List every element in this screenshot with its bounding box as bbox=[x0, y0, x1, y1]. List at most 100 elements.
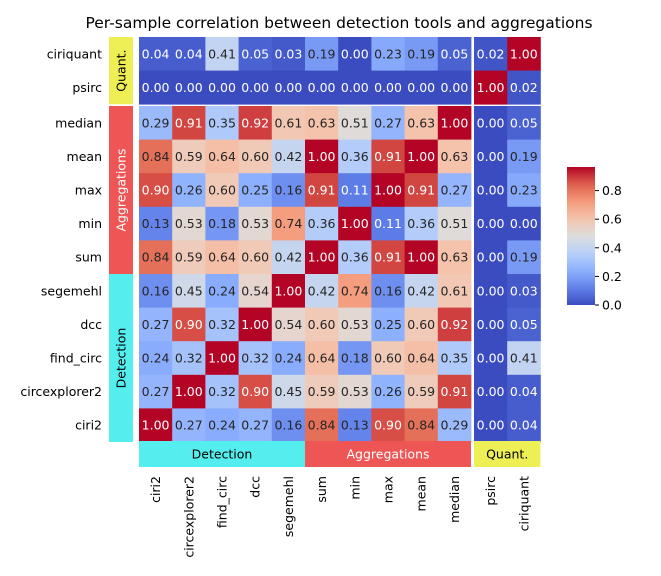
heatmap-cell bbox=[404, 341, 439, 376]
cell-value-label: 1.00 bbox=[208, 351, 236, 366]
cell-value-label: 0.84 bbox=[142, 149, 170, 164]
cell-value-label: 0.26 bbox=[175, 183, 203, 198]
cell-value-label: 0.63 bbox=[308, 115, 336, 130]
cell-value-label: 0.51 bbox=[341, 115, 369, 130]
cell-value-label: 0.00 bbox=[308, 80, 336, 95]
colorbar-gradient bbox=[567, 167, 595, 305]
cell-value-label: 0.35 bbox=[440, 351, 468, 366]
column-group-label: Detection bbox=[192, 447, 253, 462]
cell-value-label: 1.00 bbox=[274, 283, 302, 298]
heatmap-cell bbox=[172, 240, 206, 275]
heatmap-cell bbox=[271, 274, 306, 308]
heatmap-cell bbox=[507, 374, 541, 409]
heatmap-cell bbox=[139, 240, 173, 275]
heatmap-cell bbox=[205, 240, 239, 275]
heatmap-cell bbox=[139, 206, 173, 241]
heatmap-cell bbox=[139, 37, 173, 71]
cell-value-label: 0.84 bbox=[142, 250, 170, 265]
heatmap-cell bbox=[238, 240, 273, 275]
heatmap-cell bbox=[474, 274, 508, 308]
cell-value-label: 0.90 bbox=[241, 384, 269, 399]
heatmap-cell bbox=[507, 106, 541, 140]
cell-value-label: 0.61 bbox=[440, 283, 468, 298]
heatmap-cell bbox=[305, 274, 339, 308]
heatmap-cell bbox=[205, 37, 239, 71]
heatmap-cell bbox=[474, 173, 508, 208]
heatmap-cell bbox=[437, 374, 472, 409]
cell-value-label: 0.00 bbox=[477, 183, 505, 198]
column-label: ciriquant bbox=[516, 476, 531, 531]
heatmap-cell bbox=[271, 408, 306, 443]
cell-value-label: 1.00 bbox=[142, 418, 170, 433]
heatmap-cell bbox=[507, 240, 541, 275]
heatmap-cell bbox=[205, 274, 239, 308]
cell-value-label: 0.90 bbox=[374, 418, 402, 433]
heatmap-cell bbox=[172, 206, 206, 241]
cell-value-label: 0.18 bbox=[208, 216, 236, 231]
heatmap-cell bbox=[338, 274, 372, 308]
cell-value-label: 0.64 bbox=[407, 351, 435, 366]
heatmap-cell bbox=[507, 37, 541, 71]
cell-value-label: 0.61 bbox=[274, 115, 302, 130]
cell-value-label: 0.19 bbox=[308, 46, 336, 61]
row-group-label: Quant. bbox=[114, 49, 129, 91]
row-label: max bbox=[75, 183, 102, 198]
cell-value-label: 0.13 bbox=[142, 216, 170, 231]
heatmap-cell bbox=[371, 106, 405, 140]
cell-value-label: 1.00 bbox=[308, 149, 336, 164]
heatmap-cell bbox=[437, 274, 472, 308]
heatmap-cell bbox=[271, 106, 306, 140]
cell-value-label: 0.63 bbox=[407, 115, 435, 130]
colorbar-tick-label: 0.2 bbox=[602, 269, 622, 284]
cell-value-label: 1.00 bbox=[510, 46, 538, 61]
cell-value-label: 0.00 bbox=[477, 216, 505, 231]
cell-value-label: 0.45 bbox=[274, 384, 302, 399]
heatmap-cell bbox=[474, 139, 508, 174]
cell-value-label: 0.92 bbox=[440, 317, 468, 332]
colorbar-tick-label: 0.8 bbox=[602, 183, 622, 198]
heatmap-cell bbox=[238, 106, 273, 140]
heatmap-cell bbox=[139, 374, 173, 409]
heatmap-cell bbox=[437, 70, 472, 105]
heatmap-cell bbox=[205, 70, 239, 105]
cell-value-label: 0.27 bbox=[142, 384, 170, 399]
heatmap-cell bbox=[437, 139, 472, 174]
heatmap-cell bbox=[404, 139, 439, 174]
heatmap-cell bbox=[371, 408, 405, 443]
cell-value-label: 0.00 bbox=[407, 80, 435, 95]
cell-value-label: 0.63 bbox=[440, 250, 468, 265]
cell-value-label: 0.05 bbox=[510, 115, 538, 130]
heatmap-cell bbox=[404, 240, 439, 275]
column-label: median bbox=[447, 476, 462, 523]
cell-value-label: 0.00 bbox=[341, 80, 369, 95]
heatmap-cell bbox=[437, 307, 472, 342]
heatmap-cell bbox=[371, 206, 405, 241]
heatmap-cell bbox=[437, 206, 472, 241]
cell-value-label: 0.60 bbox=[374, 351, 402, 366]
heatmap-cell bbox=[338, 139, 372, 174]
column-group-bar bbox=[139, 441, 305, 467]
cell-value-label: 0.26 bbox=[374, 384, 402, 399]
cell-value-label: 0.27 bbox=[241, 418, 269, 433]
heatmap-cell bbox=[474, 37, 508, 71]
column-labels: ciri2 circexplorer2 find_circ dcc segemehl su… bbox=[148, 476, 531, 558]
cell-value-label: 0.64 bbox=[208, 250, 236, 265]
heatmap-cell bbox=[172, 139, 206, 174]
cell-value-label: 0.91 bbox=[175, 115, 203, 130]
heatmap-cell bbox=[205, 173, 239, 208]
heatmap-cells: 0.04 0.04 0.41 0.05 0.03 0.19 0.00 0.23 0.19 0.05… bbox=[139, 37, 541, 443]
heatmap-cell bbox=[305, 240, 339, 275]
row-label: sum bbox=[75, 250, 102, 265]
cell-value-label: 0.60 bbox=[241, 250, 269, 265]
heatmap-cell bbox=[271, 341, 306, 376]
cell-value-label: 0.35 bbox=[208, 115, 236, 130]
cell-value-label: 0.60 bbox=[241, 149, 269, 164]
cell-value-label: 0.03 bbox=[510, 283, 538, 298]
heatmap-cell bbox=[139, 341, 173, 376]
cell-value-label: 0.59 bbox=[308, 384, 336, 399]
heatmap-cell bbox=[338, 374, 372, 409]
heatmap-cell bbox=[437, 240, 472, 275]
column-label: max bbox=[381, 476, 396, 503]
cell-value-label: 0.42 bbox=[407, 283, 435, 298]
cell-value-label: 0.64 bbox=[208, 149, 236, 164]
